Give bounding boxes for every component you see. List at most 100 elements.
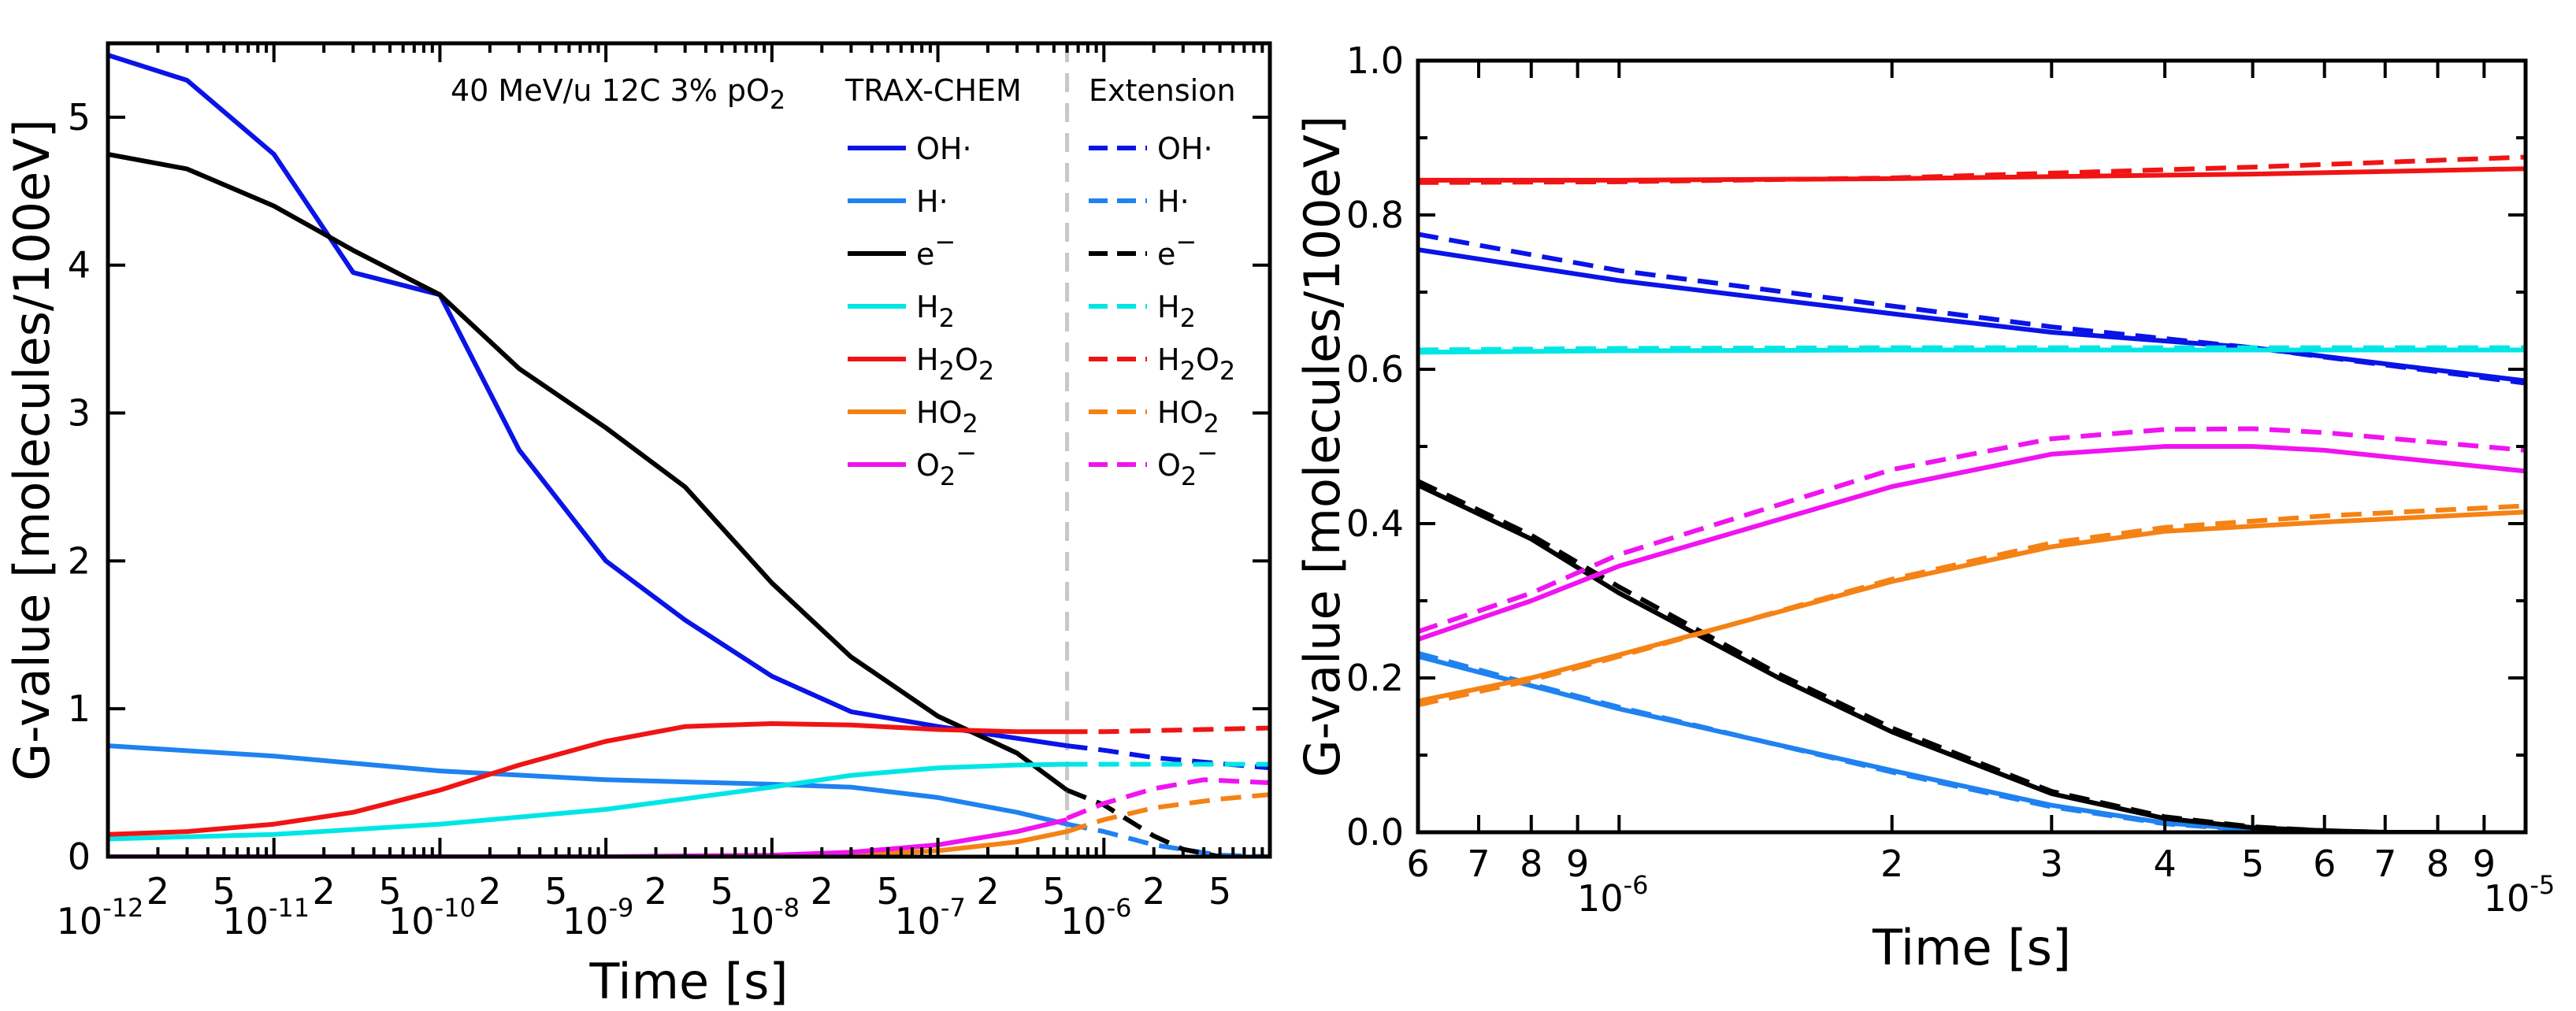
legend-subscript: 2	[939, 303, 955, 333]
right-plot-frame	[1416, 58, 2528, 835]
series-line-H-solid	[108, 743, 1068, 827]
series-line-H2O2-dashed	[1067, 725, 1270, 735]
x-minor-label: 2	[1142, 870, 1165, 913]
x-minor-label: 5	[876, 870, 899, 913]
y-tick-label: 0.6	[1346, 348, 1404, 391]
x-decade-label: 10-9	[562, 893, 633, 942]
x-minor-label: 2	[147, 870, 169, 913]
legend-label-e: e−	[1157, 227, 1197, 272]
x-minor-label: 2	[478, 870, 501, 913]
legend-header-trax-chem: TRAX-CHEM	[844, 73, 1022, 108]
series-line-O2--solid	[1418, 444, 2526, 642]
legend-subscript: 2	[978, 356, 994, 386]
x-decade-base: 10	[562, 900, 609, 942]
series-line-e--dashed	[1066, 787, 1221, 857]
series-line-O2--dashed	[1066, 777, 1270, 820]
x-tick-label: 4	[2153, 842, 2176, 885]
legend-subscript: 2	[1181, 461, 1197, 491]
series-line-O2--dashed	[1418, 426, 2526, 635]
legend-label-OH: OH·	[1157, 131, 1213, 166]
x-decade-exponent: -6	[1107, 893, 1132, 923]
y-axis-label: G-value [molecules/100eV]	[1294, 116, 1351, 778]
x-axis-label: Time [s]	[588, 953, 788, 1010]
x-minor-label: 5	[544, 870, 567, 913]
legend-text: e	[1157, 237, 1175, 272]
series-line-HO2-solid	[1418, 509, 2526, 704]
legend-text: HO	[1157, 395, 1203, 430]
legend-text: H	[1157, 290, 1180, 324]
x-decade-base: 10	[57, 900, 103, 942]
series-line-H2O2-solid	[108, 721, 1067, 837]
x-decade-label: 10-8	[729, 893, 800, 942]
x-decade-exponent: -11	[269, 893, 310, 923]
x-decade-base: 10	[894, 900, 941, 942]
legend-subscript: 2	[939, 356, 955, 386]
legend-subscript: 2	[940, 461, 956, 491]
x-minor-label: 2	[644, 870, 667, 913]
x-tick-label: 3	[2040, 842, 2063, 885]
x-tick-label: 7	[1467, 842, 1490, 885]
legend-text: OH	[1157, 131, 1203, 166]
x-decade-exponent: -7	[941, 893, 966, 923]
y-tick-label: 5	[68, 96, 91, 139]
series-line-OH-solid	[108, 53, 1067, 749]
x-tick-label: 2	[1880, 842, 1903, 885]
legend-subscript: 2	[1219, 356, 1235, 386]
legend-label-OH: OH·	[916, 131, 972, 166]
series-line-HO2-dashed	[1066, 792, 1270, 834]
x-decade-base: 10	[388, 900, 435, 942]
y-tick-label: 4	[68, 244, 91, 287]
x-axis-label: Time [s]	[1872, 919, 2071, 976]
x-decade-base: 10	[1060, 900, 1107, 942]
series-line-H2O2-dashed	[1418, 154, 2526, 185]
legend-text: OH	[916, 131, 962, 166]
x-tick-label: 9	[1566, 842, 1589, 885]
x-decade-label: 10-12	[57, 893, 144, 942]
y-tick-label: 0.8	[1346, 194, 1404, 236]
legend-superscript: −	[934, 227, 956, 257]
x-decade-label: 10-10	[388, 893, 476, 942]
legend-text: e	[916, 237, 934, 272]
x-decade-label: 10-6	[1577, 870, 1648, 920]
x-tick-label: 5	[2241, 842, 2264, 885]
y-tick-label: 1	[68, 687, 91, 730]
legend-text: O	[1196, 343, 1219, 377]
x-minor-label: 5	[213, 870, 236, 913]
x-decade-exponent: -6	[1624, 870, 1649, 900]
legend-label-e: e−	[916, 227, 956, 272]
legend-subscript: 2	[1180, 356, 1196, 386]
x-decade-exponent: -9	[608, 893, 633, 923]
legend-label-O2m: O2−	[1157, 438, 1218, 491]
legend-header-extension: Extension	[1089, 73, 1236, 108]
y-tick-label: 1.0	[1346, 39, 1404, 82]
x-tick-label: 8	[2426, 842, 2449, 885]
legend-text: O	[916, 448, 940, 483]
legend-label-H2: H2	[1157, 290, 1196, 333]
legend-label-H2O2: H2O2	[916, 343, 994, 386]
series-line-OH-dashed	[1418, 231, 2526, 386]
x-tick-label: 9	[2473, 842, 2496, 885]
legend-text: O	[955, 343, 978, 377]
y-axis-label: G-value [molecules/100eV]	[3, 119, 61, 781]
x-decade-base: 10	[1577, 877, 1624, 920]
x-minor-label: 5	[1208, 870, 1231, 913]
x-decade-exponent: -12	[102, 893, 143, 923]
right-panel: 0.00.20.40.60.81.06 7 8 9 2 3 4 5 6 7 8 910-6 10-5Ti…	[1294, 39, 2555, 976]
legend-text: H	[916, 290, 939, 324]
x-decade-exponent: -8	[774, 893, 800, 923]
legend-text: H	[1157, 343, 1180, 377]
x-decade-label: 10-5	[2484, 870, 2555, 920]
legend-dot: ·	[939, 184, 948, 219]
x-minor-label: 5	[1042, 870, 1065, 913]
x-minor-label: 2	[811, 870, 833, 913]
x-decade-base: 10	[2484, 877, 2530, 920]
legend-subscript: 2	[962, 409, 978, 439]
x-decade-exponent: -5	[2530, 870, 2555, 900]
legend-dot: ·	[1180, 184, 1190, 219]
series-line-H2-solid	[108, 761, 1067, 842]
legend-label-O2m: O2−	[916, 438, 977, 491]
legend-subscript: 2	[1203, 409, 1219, 439]
legend-superscript: −	[1197, 438, 1218, 468]
